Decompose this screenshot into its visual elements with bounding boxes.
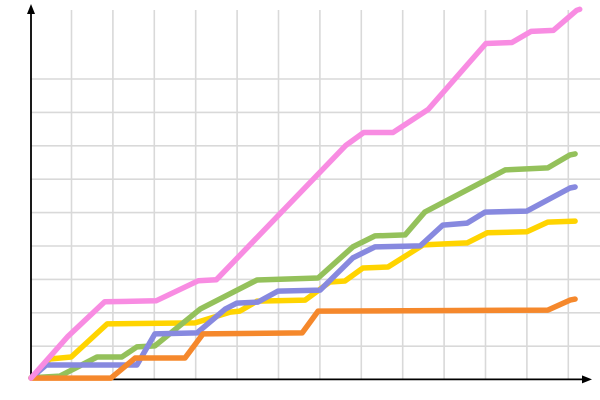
axes (27, 4, 592, 384)
data-series (28, 6, 583, 381)
y-axis-arrowhead-icon (27, 4, 35, 14)
series-green-line (28, 151, 578, 381)
series-pink-line (28, 6, 583, 381)
x-axis-arrowhead-icon (582, 375, 592, 384)
series-blue-line (28, 184, 578, 381)
series-orange-line (28, 296, 578, 381)
